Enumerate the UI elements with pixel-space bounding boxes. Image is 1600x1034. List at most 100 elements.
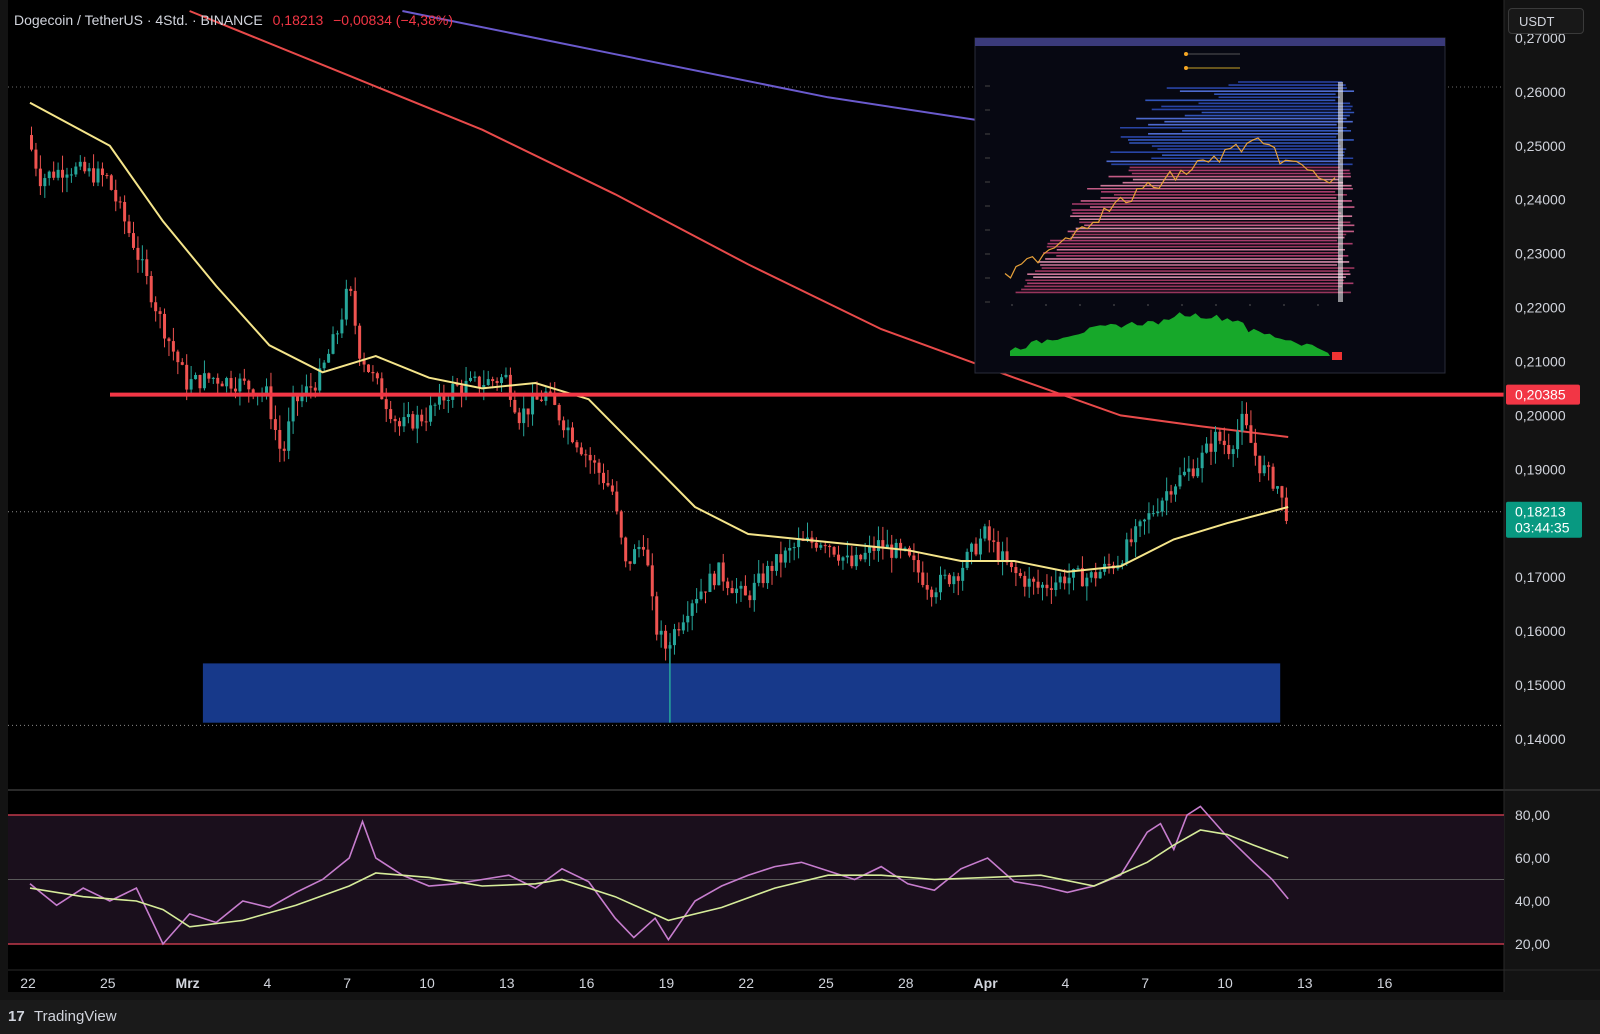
current-price-tag[interactable]: [1506, 501, 1582, 538]
candle[interactable]: [859, 554, 863, 560]
candle[interactable]: [451, 383, 455, 400]
candle[interactable]: [876, 540, 880, 551]
candle[interactable]: [1054, 582, 1058, 591]
candle[interactable]: [978, 538, 982, 555]
candle[interactable]: [225, 378, 229, 387]
candle[interactable]: [508, 374, 512, 400]
candle[interactable]: [1094, 572, 1098, 579]
candle[interactable]: [672, 629, 676, 646]
candle[interactable]: [788, 548, 792, 551]
candle[interactable]: [1107, 563, 1111, 566]
candle[interactable]: [145, 259, 149, 277]
tradingview-logo-icon[interactable]: 17: [8, 1008, 25, 1025]
candle[interactable]: [47, 171, 51, 179]
candle[interactable]: [726, 581, 730, 589]
candle[interactable]: [1129, 539, 1133, 543]
inset-slider-2-knob[interactable]: [1184, 66, 1188, 70]
candle[interactable]: [1125, 539, 1129, 564]
candle[interactable]: [934, 592, 938, 598]
candle[interactable]: [158, 311, 162, 314]
candle[interactable]: [562, 420, 566, 431]
candle[interactable]: [1032, 578, 1036, 582]
candle[interactable]: [1231, 449, 1235, 455]
candle[interactable]: [881, 540, 885, 549]
candle[interactable]: [837, 554, 841, 561]
candle[interactable]: [730, 588, 734, 594]
candle[interactable]: [100, 168, 104, 176]
candle[interactable]: [211, 377, 215, 379]
candle[interactable]: [1134, 526, 1138, 543]
candle[interactable]: [127, 221, 131, 234]
candle[interactable]: [894, 542, 898, 558]
candle[interactable]: [761, 573, 765, 584]
candle[interactable]: [899, 542, 903, 549]
candle[interactable]: [216, 377, 220, 384]
candle[interactable]: [868, 546, 872, 553]
candle[interactable]: [628, 561, 632, 564]
candle[interactable]: [854, 554, 858, 567]
candle[interactable]: [531, 395, 535, 415]
candle[interactable]: [1196, 468, 1200, 477]
candle[interactable]: [1009, 562, 1013, 568]
candle[interactable]: [548, 391, 552, 393]
candle[interactable]: [486, 379, 490, 386]
candle[interactable]: [690, 603, 694, 616]
candle[interactable]: [513, 399, 517, 413]
candle[interactable]: [406, 414, 410, 418]
candle[interactable]: [375, 373, 379, 379]
candle[interactable]: [154, 302, 158, 312]
candle[interactable]: [163, 313, 167, 339]
candle[interactable]: [437, 393, 441, 405]
candle[interactable]: [220, 383, 224, 387]
candle[interactable]: [517, 412, 521, 424]
candle[interactable]: [916, 560, 920, 573]
candle[interactable]: [557, 404, 561, 421]
candle[interactable]: [845, 555, 849, 558]
candle[interactable]: [1049, 588, 1053, 591]
candle[interactable]: [247, 380, 251, 390]
candle[interactable]: [641, 546, 645, 550]
candle[interactable]: [287, 421, 291, 451]
candle[interactable]: [863, 552, 867, 560]
candle[interactable]: [429, 405, 433, 422]
candle[interactable]: [1182, 471, 1186, 476]
candle[interactable]: [65, 174, 69, 178]
candle[interactable]: [198, 375, 202, 389]
symbol-title[interactable]: Dogecoin / TetherUS · 4Std. · BINANCE: [14, 12, 263, 28]
candle[interactable]: [180, 362, 184, 365]
candle[interactable]: [460, 385, 464, 394]
candle[interactable]: [1169, 491, 1173, 495]
candle[interactable]: [34, 149, 38, 169]
candle[interactable]: [987, 526, 991, 541]
candle[interactable]: [1018, 573, 1022, 576]
candle[interactable]: [56, 169, 60, 178]
candle[interactable]: [189, 379, 193, 390]
candle[interactable]: [956, 576, 960, 581]
candle[interactable]: [238, 378, 242, 392]
candle[interactable]: [109, 175, 113, 190]
candle[interactable]: [477, 376, 481, 388]
candle[interactable]: [229, 378, 233, 389]
candle[interactable]: [1014, 567, 1018, 574]
candle[interactable]: [1218, 431, 1222, 441]
candle[interactable]: [699, 591, 703, 599]
candle[interactable]: [1200, 452, 1204, 469]
candle[interactable]: [615, 491, 619, 512]
candle[interactable]: [358, 325, 362, 359]
candle[interactable]: [1063, 576, 1067, 584]
candle[interactable]: [1244, 413, 1248, 426]
candle[interactable]: [1001, 551, 1005, 561]
candle[interactable]: [194, 375, 198, 380]
candle[interactable]: [1160, 500, 1164, 512]
candle[interactable]: [996, 541, 1000, 561]
candle[interactable]: [1284, 497, 1288, 521]
candle[interactable]: [912, 555, 916, 561]
candle[interactable]: [455, 383, 459, 386]
candle[interactable]: [952, 576, 956, 585]
candle[interactable]: [327, 353, 331, 363]
candle[interactable]: [123, 201, 127, 222]
candle[interactable]: [939, 574, 943, 593]
candle[interactable]: [304, 386, 308, 395]
candle[interactable]: [743, 585, 747, 596]
candle[interactable]: [149, 276, 153, 303]
